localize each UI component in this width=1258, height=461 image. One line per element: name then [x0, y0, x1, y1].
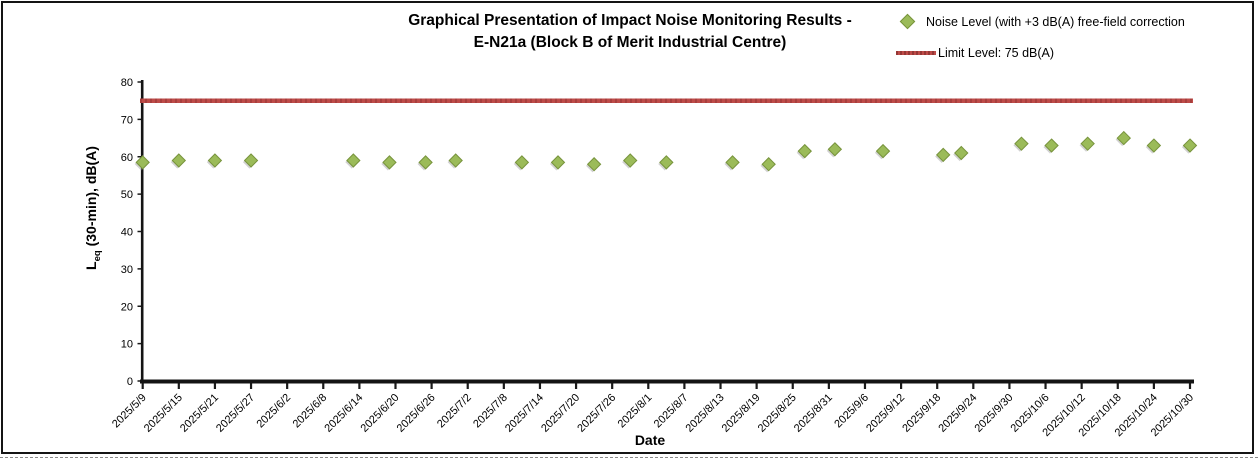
x-axis-title: Date: [634, 432, 666, 448]
x-tick-label: 2025/6/20: [359, 392, 402, 435]
x-tick-label: 2025/5/15: [142, 392, 185, 435]
data-point[interactable]: [797, 143, 812, 159]
data-point[interactable]: [514, 155, 530, 170]
data-point[interactable]: [761, 157, 776, 172]
x-tick-label: 2025/6/2: [255, 392, 294, 431]
data-point[interactable]: [827, 142, 843, 157]
x-tick-label: 2025/6/14: [322, 392, 365, 435]
data-point[interactable]: [1182, 138, 1198, 153]
data-point[interactable]: [936, 147, 951, 163]
data-point[interactable]: [954, 145, 969, 161]
data-point[interactable]: [875, 143, 891, 159]
limit-line-swatch-icon: [896, 50, 936, 55]
chart-title: Graphical Presentation of Impact Noise M…: [270, 10, 990, 54]
data-point[interactable]: [550, 155, 566, 170]
data-point[interactable]: [346, 153, 361, 168]
y-tick-label: 10: [121, 339, 133, 351]
x-tick-label: 2025/8/31: [792, 392, 835, 435]
y-tick-label: 20: [121, 301, 133, 313]
data-point[interactable]: [1044, 138, 1059, 153]
data-point[interactable]: [1080, 136, 1095, 151]
legend-label-limit-level: Limit Level: 75 dB(A): [938, 45, 1055, 60]
x-tick-label: 2025/7/2: [435, 392, 474, 431]
y-tick-label: 0: [127, 376, 133, 388]
chart-outer-border: [1, 1, 1254, 454]
x-tick-label: 2025/6/26: [395, 392, 438, 435]
legend-label-noise-level: Noise Level (with +3 dB(A) free-field co…: [926, 14, 1185, 29]
chart-title-line2: E-N21a (Block B of Merit Industrial Cent…: [473, 34, 787, 51]
y-tick-label: 60: [121, 152, 133, 164]
x-tick-label: 2025/7/14: [503, 392, 546, 435]
data-point[interactable]: [1116, 130, 1131, 146]
data-point[interactable]: [243, 153, 259, 168]
data-point[interactable]: [659, 155, 674, 170]
data-point[interactable]: [207, 153, 223, 168]
x-tick-label: 2025/8/1: [616, 392, 655, 431]
legend: Noise Level (with +3 dB(A) free-field co…: [888, 6, 1253, 68]
data-point[interactable]: [725, 155, 740, 170]
data-point[interactable]: [448, 153, 463, 168]
y-tick-label: 50: [121, 189, 133, 201]
data-point[interactable]: [418, 155, 433, 170]
x-tick-label: 2025/9/24: [936, 392, 979, 435]
x-tick-label: 2025/8/19: [720, 392, 763, 435]
y-tick-label: 30: [121, 264, 133, 276]
y-tick-label: 40: [121, 227, 133, 239]
x-tick-label: 2025/9/12: [864, 392, 907, 435]
legend-item-limit-level[interactable]: Limit Level: 75 dB(A): [888, 37, 1253, 68]
data-point[interactable]: [1146, 138, 1162, 153]
x-tick-label: 2025/8/25: [756, 392, 799, 435]
data-point[interactable]: [171, 153, 187, 168]
chart-title-line1: Graphical Presentation of Impact Noise M…: [408, 12, 852, 29]
x-tick-label: 2025/8/13: [684, 392, 727, 435]
x-tick-label: 2025/5/21: [178, 392, 221, 435]
y-axis-title: Leq (30-min), dB(A): [83, 146, 103, 270]
x-tick-label: 2025/9/30: [972, 392, 1015, 435]
data-point[interactable]: [135, 155, 150, 170]
page-edge-dashed-line: [0, 457, 1258, 458]
data-point[interactable]: [623, 153, 638, 168]
y-tick-label: 80: [121, 77, 133, 89]
data-point[interactable]: [586, 157, 602, 172]
x-tick-label: 2025/5/27: [214, 392, 257, 435]
data-point[interactable]: [382, 155, 397, 170]
data-point[interactable]: [1014, 136, 1029, 151]
y-tick-label: 70: [121, 114, 133, 126]
legend-item-noise-level[interactable]: Noise Level (with +3 dB(A) free-field co…: [888, 6, 1253, 37]
x-tick-label: 2025/9/18: [900, 392, 943, 435]
x-tick-label: 2025/7/20: [539, 392, 582, 435]
x-tick-label: 2025/7/26: [575, 392, 618, 435]
